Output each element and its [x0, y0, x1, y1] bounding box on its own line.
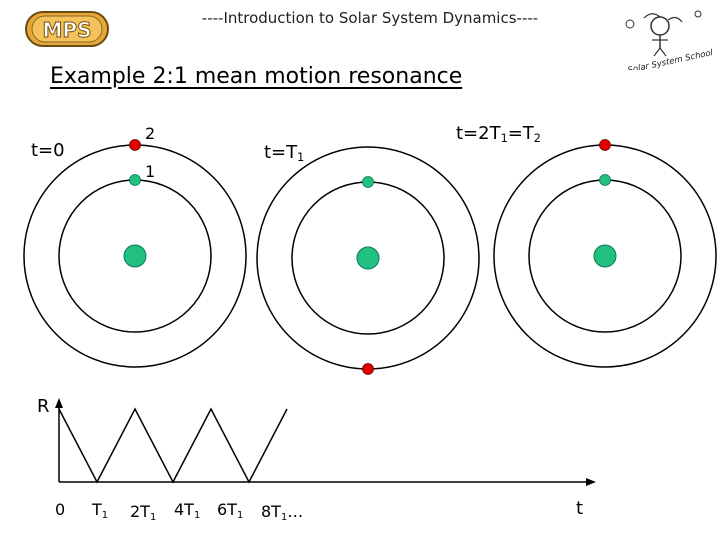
x-axis-arrow	[586, 478, 596, 486]
outer-body	[599, 139, 611, 151]
header-title: ----Introduction to Solar System Dynamic…	[201, 9, 539, 27]
orbit-label-inner: 1	[145, 162, 156, 181]
x-axis-label: t	[576, 498, 584, 519]
tick-label: T1	[92, 500, 109, 521]
tick-label: 6T1	[217, 500, 244, 521]
central-star	[356, 246, 380, 270]
mps-logo-text: MPS	[43, 18, 92, 42]
panel-2	[256, 146, 480, 375]
y-axis-label: R	[37, 396, 50, 417]
central-star	[123, 244, 147, 268]
slide-title: Example 2:1 mean motion resonance	[50, 64, 463, 89]
tick-label: 0	[55, 500, 66, 519]
resonance-curve	[58, 407, 288, 484]
outer-body	[362, 363, 374, 375]
time-label-t2: t=2T1=T2	[456, 123, 541, 145]
y-axis-arrow	[55, 398, 63, 408]
inner-body	[362, 176, 374, 188]
panel-1	[23, 139, 247, 368]
inner-body	[599, 174, 611, 186]
time-label-t1: t=T1	[264, 142, 305, 164]
tick-label: 2T1	[130, 502, 157, 523]
outer-body	[129, 139, 141, 151]
school-logo: Solar System School	[625, 10, 715, 70]
panel-3	[493, 139, 717, 368]
tick-label: 4T1	[174, 500, 201, 521]
time-label-t0: t=0	[31, 140, 65, 161]
tick-label: 8T1…	[261, 502, 304, 523]
inner-body	[129, 174, 141, 186]
orbit-label-outer: 2	[145, 124, 156, 143]
central-star	[593, 244, 617, 268]
mps-logo: MPS	[25, 11, 109, 47]
